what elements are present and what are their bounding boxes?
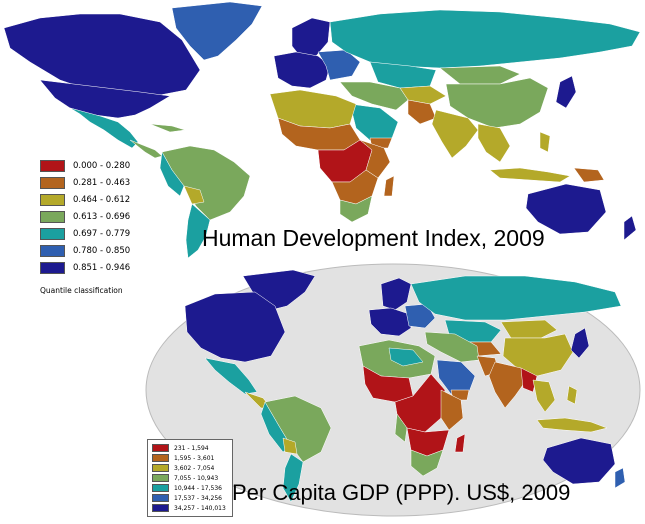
legend-item: 7,055 - 10,943 xyxy=(152,473,226,483)
turkey-iran xyxy=(339,81,409,111)
philippines xyxy=(566,385,578,405)
legend-label: 7,055 - 10,943 xyxy=(174,474,219,482)
southeast-asia xyxy=(477,123,511,163)
mongolia xyxy=(500,319,558,339)
gdp-map-title: Per Capita GDP (PPP). US$, 2009 xyxy=(232,480,571,505)
legend-swatch xyxy=(152,454,169,462)
hdi-map-title: Human Development Index, 2009 xyxy=(202,225,545,251)
caribbean xyxy=(149,123,186,133)
legend-label: 0.281 - 0.463 xyxy=(73,177,131,188)
legend-item: 0.851 - 0.946 xyxy=(40,259,130,276)
legend-swatch xyxy=(152,474,169,482)
hdi-world-map xyxy=(3,1,641,259)
legend-swatch xyxy=(152,464,169,472)
gdp-world-map xyxy=(145,262,645,524)
legend-item: 17,537 - 34,256 xyxy=(152,493,226,503)
legend-swatch xyxy=(40,244,65,257)
new-zealand xyxy=(623,215,637,241)
scandinavia xyxy=(291,17,331,57)
legend-item: 0.464 - 0.612 xyxy=(40,191,130,208)
mexico xyxy=(69,107,139,149)
bangladesh-myanmar xyxy=(520,367,538,393)
china xyxy=(445,77,549,129)
legend-item: 0.697 - 0.779 xyxy=(40,225,130,242)
north-america xyxy=(184,291,286,363)
madagascar xyxy=(383,175,395,197)
western-europe xyxy=(368,307,412,337)
bolivia xyxy=(183,185,205,205)
indonesia xyxy=(489,167,571,183)
legend-item: 34,257 - 140,013 xyxy=(152,503,226,513)
china xyxy=(502,333,574,377)
mongolia xyxy=(439,65,521,85)
greenland xyxy=(171,1,263,61)
hdi-legend: 0.000 - 0.280 0.281 - 0.463 0.464 - 0.612 0… xyxy=(40,157,130,295)
legend-item: 1,595 - 3,601 xyxy=(152,453,226,463)
legend-swatch xyxy=(40,227,65,240)
papua xyxy=(573,167,605,183)
legend-label: 10,944 - 17,536 xyxy=(174,484,222,492)
legend-swatch xyxy=(152,504,169,512)
southern-cone xyxy=(185,203,211,259)
russia xyxy=(329,9,641,69)
colombia-peru xyxy=(159,151,185,197)
new-zealand xyxy=(614,467,626,489)
central-america xyxy=(129,139,163,159)
legend-note: Quantile classification xyxy=(40,286,123,295)
legend-label: 231 - 1,594 xyxy=(174,444,209,452)
western-europe xyxy=(273,51,331,89)
indonesia xyxy=(536,417,608,433)
legend-swatch xyxy=(40,176,65,189)
legend-item: 10,944 - 17,536 xyxy=(152,483,226,493)
legend-swatch xyxy=(152,494,169,502)
russia xyxy=(410,275,622,321)
legend-label: 1,595 - 3,601 xyxy=(174,454,215,462)
east-africa xyxy=(440,389,464,431)
southern-africa xyxy=(339,195,373,223)
legend-swatch xyxy=(40,159,65,172)
legend-label: 3,602 - 7,054 xyxy=(174,464,215,472)
southern-africa xyxy=(410,449,444,477)
japan xyxy=(555,75,577,109)
legend-label: 34,257 - 140,013 xyxy=(174,504,226,512)
legend-swatch xyxy=(152,444,169,452)
north-america-north xyxy=(3,13,201,96)
legend-label: 0.851 - 0.946 xyxy=(73,262,131,273)
legend-swatch xyxy=(40,210,65,223)
mexico xyxy=(204,357,258,395)
bolivia xyxy=(282,437,298,455)
madagascar xyxy=(454,433,466,453)
legend-item: 231 - 1,594 xyxy=(152,443,226,453)
legend-swatch xyxy=(40,193,65,206)
legend-swatch xyxy=(40,261,65,274)
philippines xyxy=(539,131,551,153)
australia xyxy=(542,437,616,485)
japan-korea xyxy=(570,327,590,359)
legend-label: 0.697 - 0.779 xyxy=(73,228,131,239)
legend-item: 0.000 - 0.280 xyxy=(40,157,130,174)
southeast-asia xyxy=(532,379,556,413)
pakistan-afghanistan xyxy=(407,99,437,125)
gdp-legend: 231 - 1,594 1,595 - 3,601 3,602 - 7,054 7,0… xyxy=(147,439,233,517)
legend-swatch xyxy=(152,484,169,492)
gabon-angola xyxy=(394,413,408,443)
legend-label: 0.780 - 0.850 xyxy=(73,245,131,256)
legend-item: 0.780 - 0.850 xyxy=(40,242,130,259)
southern-cone xyxy=(282,453,304,503)
legend-item: 0.281 - 0.463 xyxy=(40,174,130,191)
scandinavia xyxy=(380,277,412,311)
turkey-iran xyxy=(424,331,480,363)
arabia xyxy=(436,359,476,395)
legend-label: 0.464 - 0.612 xyxy=(73,194,131,205)
libya-algeria xyxy=(388,347,424,367)
legend-item: 0.613 - 0.696 xyxy=(40,208,130,225)
india xyxy=(431,109,479,159)
legend-label: 17,537 - 34,256 xyxy=(174,494,222,502)
legend-item: 3,602 - 7,054 xyxy=(152,463,226,473)
legend-label: 0.000 - 0.280 xyxy=(73,160,131,171)
central-asia-south xyxy=(399,85,447,105)
australia xyxy=(525,183,607,235)
legend-label: 0.613 - 0.696 xyxy=(73,211,131,222)
